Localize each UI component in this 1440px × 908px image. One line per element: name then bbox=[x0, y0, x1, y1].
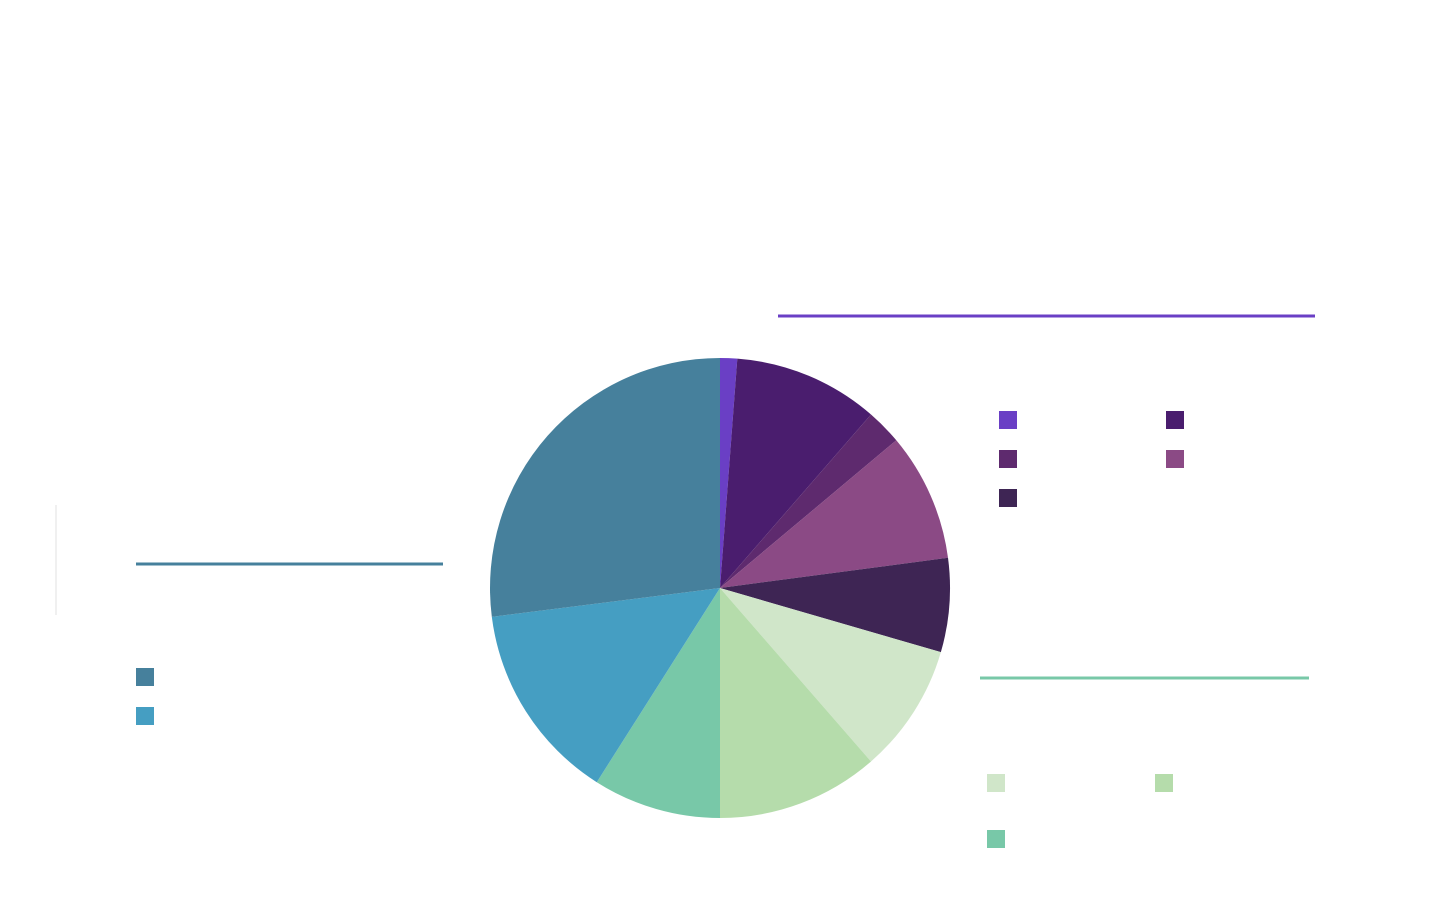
pie-slice bbox=[720, 557, 951, 653]
legend-swatch bbox=[999, 489, 1017, 507]
pie-slice bbox=[720, 358, 872, 588]
legend-swatch bbox=[1166, 411, 1184, 429]
pie-slice bbox=[720, 440, 949, 588]
legend-swatch bbox=[987, 830, 1005, 848]
pie-slice bbox=[720, 414, 897, 588]
pie-slice bbox=[490, 358, 720, 617]
legend-swatch bbox=[999, 450, 1017, 468]
pie-slice bbox=[596, 588, 720, 818]
legend-swatch bbox=[136, 707, 154, 725]
pie-slice bbox=[720, 588, 941, 762]
pie-slice bbox=[491, 588, 720, 783]
legend-swatch bbox=[987, 774, 1005, 792]
legend-swatch bbox=[1155, 774, 1173, 792]
legend-swatch bbox=[136, 668, 154, 686]
legend-swatch bbox=[999, 411, 1017, 429]
pie-slice bbox=[720, 358, 738, 588]
pie-slice bbox=[720, 588, 872, 818]
legend-swatch bbox=[1166, 450, 1184, 468]
